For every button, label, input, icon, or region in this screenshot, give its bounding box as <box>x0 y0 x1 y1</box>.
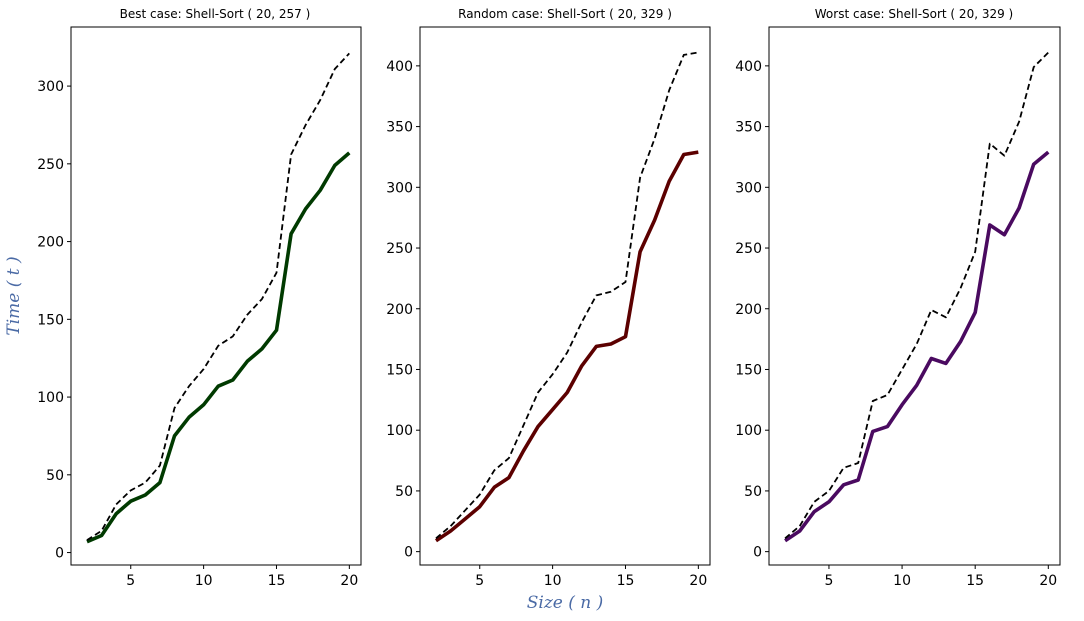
best-case-y-tick-label: 150 <box>37 312 64 328</box>
best-case-y-tick-label: 100 <box>37 390 64 406</box>
best-case-x-tick-label: 20 <box>340 573 358 589</box>
best-case-x-tick-label: 5 <box>126 573 135 589</box>
worst-case-dashed-line <box>784 51 1049 539</box>
x-axis-label: Size ( n ) <box>527 593 604 613</box>
best-case-y-tick-label: 50 <box>46 468 64 484</box>
worst-case-panel: Worst case: Shell-Sort ( 20, 329 ) 5 10 15… <box>735 7 1061 589</box>
worst-case-y-tick-label: 300 <box>735 180 762 196</box>
best-case-y-tick-label: 300 <box>37 79 64 95</box>
best-case-panel: Best case: Shell-Sort ( 20, 257 ) 5 10 15 2… <box>37 7 362 589</box>
worst-case-title: Worst case: Shell-Sort ( 20, 329 ) <box>815 7 1013 21</box>
best-case-y-tick-label: 0 <box>55 546 64 562</box>
worst-case-axes-frame <box>768 26 1061 566</box>
worst-case-y-tick-label: 250 <box>735 241 762 257</box>
random-case-y-tick-label: 200 <box>386 302 413 318</box>
worst-case-solid-line <box>784 150 1050 543</box>
random-case-axes-frame <box>419 26 711 566</box>
best-case-solid-line <box>86 151 351 544</box>
best-case-y-tick-label: 250 <box>37 157 64 173</box>
random-case-panel: Random case: Shell-Sort ( 20, 329 ) 5 10 1… <box>386 7 711 589</box>
random-case-solid-line <box>435 150 699 543</box>
worst-case-y-tick-label: 350 <box>735 120 762 136</box>
random-case-x-tick-label: 15 <box>617 573 635 589</box>
random-case-x-tick-label: 5 <box>475 573 484 589</box>
best-case-x-tick-label: 10 <box>195 573 213 589</box>
worst-case-x-tick-label: 5 <box>824 573 833 589</box>
worst-case-y-tick-label: 400 <box>735 59 762 75</box>
random-case-y-tick-label: 50 <box>395 484 413 500</box>
worst-case-x-tick-label: 20 <box>1039 573 1057 589</box>
best-case-title: Best case: Shell-Sort ( 20, 257 ) <box>120 7 311 21</box>
y-axis-label: Time ( t ) <box>4 256 24 335</box>
best-case-dashed-line <box>86 52 350 541</box>
worst-case-y-tick-label: 200 <box>735 302 762 318</box>
random-case-dashed-line <box>435 51 699 539</box>
worst-case-y-tick-label: 100 <box>735 423 762 439</box>
random-case-y-tick-label: 100 <box>386 423 413 439</box>
random-case-y-tick-label: 150 <box>386 362 413 378</box>
random-case-x-tick-label: 10 <box>544 573 562 589</box>
worst-case-x-tick-label: 15 <box>966 573 984 589</box>
random-case-title: Random case: Shell-Sort ( 20, 329 ) <box>458 7 672 21</box>
worst-case-x-tick-label: 10 <box>893 573 911 589</box>
random-case-y-tick-label: 250 <box>386 241 413 257</box>
best-case-x-tick-label: 15 <box>268 573 286 589</box>
random-case-y-tick-label: 0 <box>404 545 413 561</box>
random-case-x-tick-label: 20 <box>689 573 707 589</box>
random-case-y-tick-label: 350 <box>386 120 413 136</box>
worst-case-y-tick-label: 150 <box>735 362 762 378</box>
best-case-y-tick-label: 200 <box>37 235 64 251</box>
worst-case-y-tick-label: 50 <box>744 484 762 500</box>
best-case-axes-frame <box>70 26 362 566</box>
random-case-y-tick-label: 300 <box>386 180 413 196</box>
worst-case-y-tick-label: 0 <box>753 545 762 561</box>
random-case-y-tick-label: 400 <box>386 59 413 75</box>
